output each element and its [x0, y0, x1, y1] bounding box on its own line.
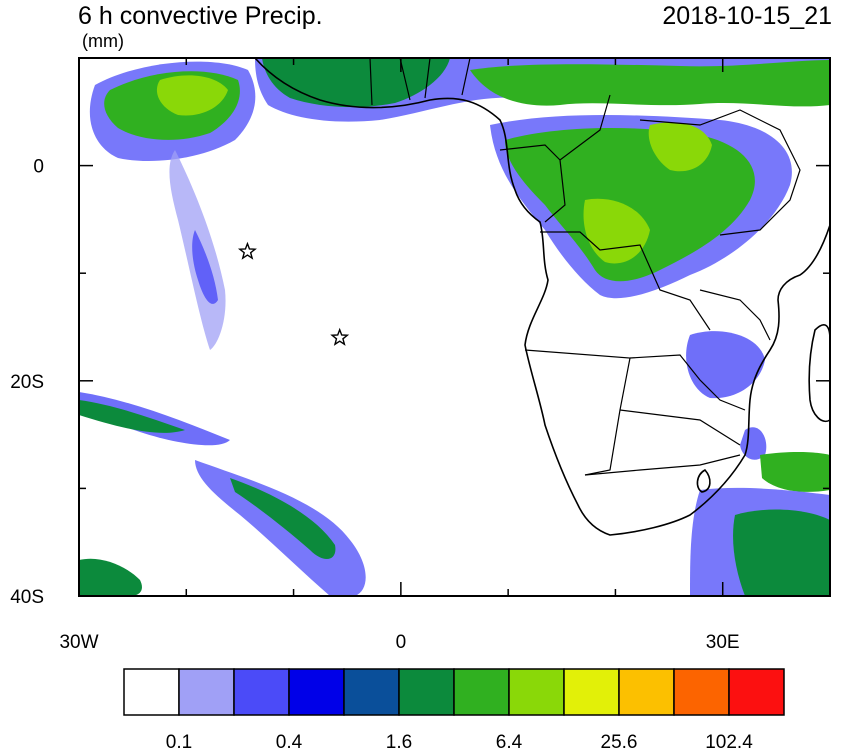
- axis-ticks: [78, 57, 831, 597]
- precip-congo-core: [583, 198, 650, 264]
- border-9: [699, 289, 771, 341]
- plot-frame: [78, 57, 831, 597]
- precip-sw-band-2-core: [230, 478, 336, 560]
- precip-se-green: [760, 451, 830, 492]
- precip-sw-band-2: [195, 460, 366, 596]
- lake-coast: [696, 468, 711, 493]
- colorbar-swatch: [123, 668, 180, 716]
- precip-sw-band-1-core: [79, 400, 185, 433]
- colorbar-swatch: [288, 668, 345, 716]
- colorbar-label: 0.4: [276, 732, 303, 750]
- map-timestamp: 2018-10-15_21: [662, 2, 832, 30]
- map-area: [79, 58, 830, 596]
- border-1: [369, 58, 471, 106]
- precip-field: [79, 58, 830, 596]
- precip-sw-band-1: [79, 392, 230, 446]
- star-marker-2: [330, 327, 350, 346]
- colorbar-label: 6.4: [496, 732, 523, 750]
- precip-mozambique-blue: [686, 331, 765, 399]
- colorbar-swatch: [453, 668, 510, 716]
- star-marker-1: [237, 241, 257, 260]
- lon-label: 0: [396, 632, 407, 653]
- precip-east-green: [470, 60, 830, 107]
- colorbar-swatch: [343, 668, 400, 716]
- colorbar-swatch: [563, 668, 620, 716]
- precip-sw-corner: [79, 558, 142, 596]
- border-6: [619, 409, 741, 446]
- border-7: [584, 454, 741, 476]
- colorbar-label: 102.4: [705, 732, 753, 750]
- map-title: 6 h convective Precip.: [78, 2, 323, 30]
- coastlines: [254, 58, 830, 536]
- country-borders: [369, 58, 801, 476]
- colorbar-swatch: [673, 668, 730, 716]
- precip-east-core: [648, 122, 712, 172]
- colorbar-swatch: [398, 668, 455, 716]
- border-3: [540, 231, 711, 331]
- colorbar-swatch: [508, 668, 565, 716]
- lat-label: 20S: [10, 372, 44, 393]
- lon-label: 30W: [59, 632, 98, 653]
- precip-nw-yellow: [156, 75, 228, 116]
- units-label: (mm): [82, 31, 124, 51]
- colorbar-label: 1.6: [386, 732, 412, 750]
- border-2: [499, 94, 611, 223]
- border-4: [524, 349, 631, 476]
- colorbar-swatch: [618, 668, 675, 716]
- colorbar-label: 0.1: [166, 732, 192, 750]
- colorbar: 0.1 0.4 1.6 6.4 25.6 102.4: [123, 668, 785, 750]
- border-8: [639, 109, 801, 236]
- lat-label: 40S: [10, 587, 44, 608]
- colorbar-swatch: [178, 668, 235, 716]
- precip-streak-atlantic-core: [192, 230, 218, 304]
- markers-layer: [237, 241, 350, 346]
- axis-labels: 0 20S 40S 30W 0 30E: [10, 157, 739, 653]
- colorbar-label: 25.6: [601, 732, 638, 750]
- precip-south-band-green: [733, 509, 830, 596]
- border-5: [629, 354, 746, 411]
- lat-label: 0: [33, 157, 44, 178]
- colorbar-swatch: [728, 668, 785, 716]
- lon-label: 30E: [706, 632, 740, 653]
- colorbar-swatch: [233, 668, 290, 716]
- africa-coastline: [254, 58, 830, 536]
- madagascar-coast: [808, 324, 830, 422]
